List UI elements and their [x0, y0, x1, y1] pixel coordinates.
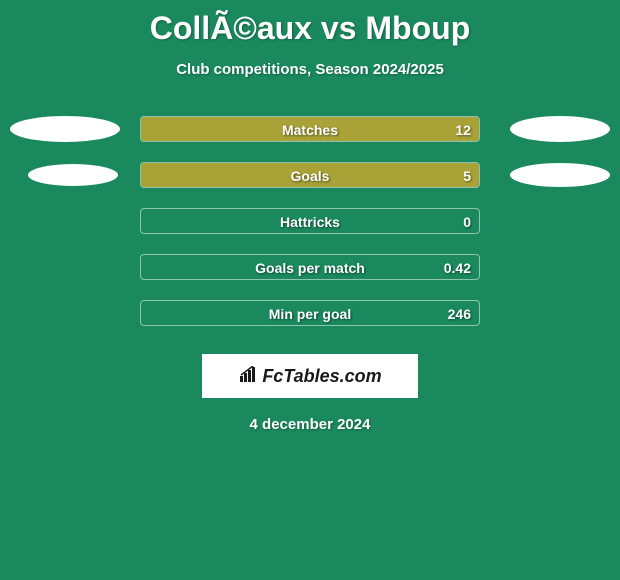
- stat-bar: Min per goal246: [140, 300, 480, 326]
- logo-box[interactable]: FcTables.com: [202, 354, 418, 398]
- stat-value: 246: [448, 301, 471, 326]
- stat-row: Goals per match0.42: [10, 244, 610, 290]
- subtitle: Club competitions, Season 2024/2025: [0, 61, 620, 78]
- right-ellipse: [510, 163, 610, 187]
- chart-icon: [238, 366, 258, 387]
- stat-row: Min per goal246: [10, 290, 610, 336]
- stat-label: Goals per match: [141, 255, 479, 280]
- stat-row: Hattricks0: [10, 198, 610, 244]
- stat-label: Min per goal: [141, 301, 479, 326]
- stat-bar: Hattricks0: [140, 208, 480, 234]
- stat-row: Goals5: [10, 152, 610, 198]
- page-title: CollÃ©aux vs Mboup: [0, 0, 620, 47]
- left-ellipse: [28, 164, 118, 186]
- stat-label: Matches: [141, 117, 479, 142]
- stat-bar: Goals5: [140, 162, 480, 188]
- left-ellipse: [10, 116, 120, 142]
- stat-value: 0: [463, 209, 471, 234]
- stats-container: Matches12 Goals5 Hattricks0 Goals per match…: [0, 106, 620, 336]
- logo-content: FcTables.com: [238, 366, 381, 387]
- stat-value: 0.42: [444, 255, 471, 280]
- stat-row: Matches12: [10, 106, 610, 152]
- stat-label: Goals: [141, 163, 479, 188]
- stat-label: Hattricks: [141, 209, 479, 234]
- right-ellipse: [510, 116, 610, 142]
- stat-value: 5: [463, 163, 471, 188]
- stat-bar: Goals per match0.42: [140, 254, 480, 280]
- logo-text: FcTables.com: [262, 366, 381, 387]
- stat-value: 12: [455, 117, 471, 142]
- stat-bar: Matches12: [140, 116, 480, 142]
- date-text: 4 december 2024: [0, 416, 620, 433]
